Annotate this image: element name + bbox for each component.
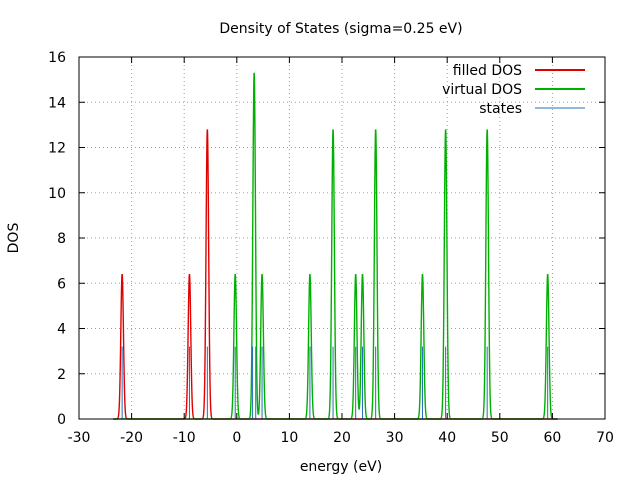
x-tick-label: 70 xyxy=(596,430,614,446)
grid-lines xyxy=(79,57,605,419)
y-tick-label: 6 xyxy=(57,276,66,292)
x-tick-label: 30 xyxy=(386,430,404,446)
x-tick-label: -20 xyxy=(120,430,143,446)
y-tick-label: 10 xyxy=(48,186,66,202)
series-states xyxy=(121,346,549,419)
y-tick-label: 14 xyxy=(48,95,66,111)
y-tick-label: 8 xyxy=(57,231,66,247)
series-layer xyxy=(113,72,558,420)
y-tick-label: 2 xyxy=(57,367,66,383)
y-tick-label: 16 xyxy=(48,50,66,66)
series-virtual-dos xyxy=(113,72,558,420)
legend-label: states xyxy=(479,101,522,117)
x-tick-label: 20 xyxy=(333,430,351,446)
x-tick-label: 10 xyxy=(280,430,298,446)
y-tick-label: 4 xyxy=(57,322,66,338)
axis-ticks xyxy=(78,56,606,420)
legend-label: filled DOS xyxy=(453,63,522,79)
legend: filled DOS virtual DOS states xyxy=(442,63,585,117)
x-tick-label: 60 xyxy=(543,430,561,446)
x-axis-label: energy (eV) xyxy=(300,459,382,475)
y-tick-label: 0 xyxy=(57,412,66,428)
legend-label: virtual DOS xyxy=(442,82,522,98)
x-tick-label: 40 xyxy=(438,430,456,446)
x-tick-label: -10 xyxy=(173,430,196,446)
x-tick-label: 0 xyxy=(232,430,241,446)
tick-labels: -30 -20 -10 0 10 20 30 40 50 60 70 0 2 4 6 8 10 12 14 16 xyxy=(48,50,614,446)
x-tick-label: -30 xyxy=(68,430,91,446)
chart-title: Density of States (sigma=0.25 eV) xyxy=(219,21,462,37)
dos-curve xyxy=(113,72,558,420)
x-tick-label: 50 xyxy=(491,430,509,446)
y-tick-label: 12 xyxy=(48,141,66,157)
y-axis-label: DOS xyxy=(6,223,22,254)
